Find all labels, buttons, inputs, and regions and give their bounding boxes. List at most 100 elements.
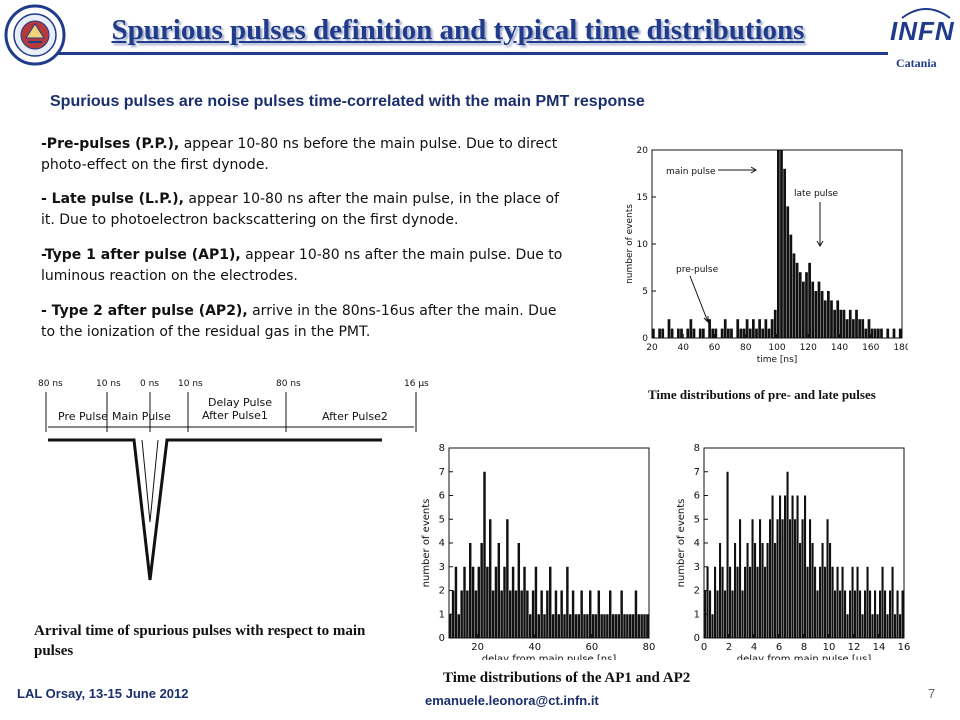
histogram-bar — [698, 328, 702, 338]
histogram-bar — [623, 614, 626, 638]
histogram-bar — [451, 590, 455, 638]
y-tick-label: 8 — [694, 443, 700, 454]
x-tick-label: 60 — [585, 642, 598, 653]
x-axis-label: delay from main pulse [ns] — [482, 654, 617, 660]
histogram-bar — [540, 590, 543, 638]
histogram-bar — [864, 590, 867, 638]
histogram-bar — [551, 614, 555, 638]
histogram-bar — [711, 614, 714, 638]
histogram-bar — [817, 281, 821, 338]
histogram-bar — [489, 519, 492, 638]
x-tick-label: 12 — [848, 642, 861, 653]
y-tick-label: 8 — [439, 443, 445, 454]
histogram-bar — [646, 614, 649, 638]
histogram-bar — [779, 495, 782, 638]
histogram-bar — [744, 566, 747, 638]
caption-ap-distributions: Time distributions of the AP1 and AP2 — [443, 670, 691, 686]
pulse-timing-diagram: 80 ns 10 ns 0 ns 10 ns 80 ns 16 μs Pre P… — [38, 379, 429, 581]
histogram-bar — [741, 590, 744, 638]
histogram-bar — [557, 614, 561, 638]
histogram-bar — [497, 543, 501, 638]
histogram-bar — [881, 566, 884, 638]
histogram-bar — [629, 614, 632, 638]
histogram-bar — [869, 590, 872, 638]
slide-title: Spurious pulses definition and typical t… — [111, 14, 805, 46]
slide-subtitle: Spurious pulses are noise pulses time-co… — [50, 93, 645, 110]
histogram-bar — [784, 495, 787, 638]
segment-main-pulse: Main Pulse — [112, 410, 171, 423]
x-tick-label: 100 — [768, 343, 785, 353]
bullet-term: -Pre-pulses (P.P.), — [41, 136, 180, 152]
histogram-bar — [529, 614, 532, 638]
footer-email[interactable]: emanuele.leonora@ct.infn.it — [425, 693, 599, 708]
histogram-bar — [789, 519, 792, 638]
histogram-bar — [854, 590, 857, 638]
y-tick-label: 5 — [439, 514, 445, 525]
histogram-bar — [486, 566, 489, 638]
x-axis-label: delay from main pulse [us] — [737, 654, 872, 660]
histogram-bar — [848, 309, 852, 338]
y-tick-label: 3 — [694, 562, 700, 573]
histogram-bar — [861, 319, 865, 338]
x-axis-label: time [ns] — [757, 355, 798, 365]
x-tick-label: 20 — [646, 343, 658, 353]
bullet-text: appear 10-80 ns before the main pulse. D… — [41, 136, 558, 173]
histogram-bar — [830, 300, 833, 338]
histogram-bar — [620, 590, 623, 638]
histogram-bar — [517, 543, 521, 638]
histogram-bar — [702, 328, 705, 338]
histogram-bar — [563, 614, 566, 638]
histogram-bar — [714, 566, 717, 638]
annotation-main-pulse: main pulse — [666, 167, 716, 177]
x-tick-label: 8 — [801, 642, 807, 653]
histogram-bar — [689, 319, 693, 338]
histogram-bar — [816, 590, 819, 638]
x-tick-label: 120 — [800, 343, 817, 353]
y-tick-label: 15 — [637, 193, 648, 203]
histogram-bar — [721, 566, 724, 638]
histogram-bar — [796, 495, 799, 638]
histogram-bar — [880, 328, 883, 338]
infn-logo-subtitle: Catania — [896, 56, 937, 70]
histogram-bar — [549, 566, 552, 638]
histogram-bar — [831, 566, 834, 638]
bullet-after-pulse-2: - Type 2 after pulse (AP2), arrive in th… — [41, 301, 571, 343]
histogram-bar — [526, 590, 529, 638]
histogram-bar — [609, 590, 612, 638]
histogram-bar — [736, 566, 739, 638]
histogram-bar — [834, 590, 837, 638]
histogram-bar — [658, 328, 661, 338]
histogram-bar — [637, 614, 641, 638]
x-tick-label: 80 — [643, 642, 655, 653]
histogram-bar — [726, 471, 729, 638]
bullet-after-pulse-1: -Type 1 after pulse (AP1), appear 10-80 … — [41, 245, 571, 287]
title-rule — [58, 52, 888, 55]
x-tick-label: 180 — [893, 343, 908, 353]
y-tick-label: 20 — [637, 146, 649, 156]
histogram-bar — [716, 590, 719, 638]
histogram-bar — [723, 319, 727, 338]
x-tick-label: 80 — [740, 343, 752, 353]
y-tick-label: 6 — [439, 491, 445, 502]
histogram-bar — [631, 614, 635, 638]
histogram-bar — [898, 328, 902, 338]
histogram-bar — [471, 566, 475, 638]
histogram-bar — [586, 614, 589, 638]
histogram-bar — [879, 590, 882, 638]
histogram-bar — [777, 150, 780, 338]
y-tick-label: 5 — [642, 287, 648, 297]
histogram-bar — [770, 319, 774, 338]
y-tick-label: 0 — [694, 633, 700, 644]
histogram-bar — [811, 281, 815, 338]
segment-pre-pulse: Pre Pulse — [58, 410, 108, 423]
x-tick-label: 6 — [776, 642, 782, 653]
histogram-bar — [836, 566, 839, 638]
histogram-bar — [606, 614, 609, 638]
histogram-bar — [873, 328, 877, 338]
histogram-bar — [640, 614, 643, 638]
histogram-bar — [809, 519, 812, 638]
histogram-bar — [730, 328, 733, 338]
histogram-bar — [827, 291, 830, 338]
histogram-bar — [686, 328, 690, 338]
